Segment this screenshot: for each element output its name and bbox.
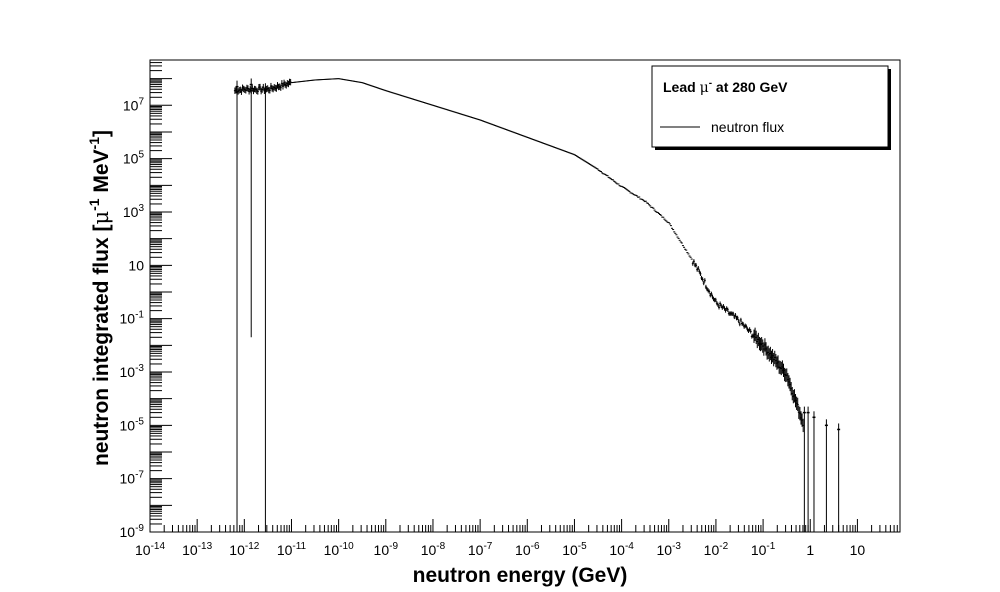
x-axis-ticks (149, 519, 901, 532)
plot-frame (149, 59, 901, 533)
neutron-flux-series (233, 78, 841, 532)
x-tick-label: 10-4 (609, 541, 634, 558)
y-tick-label: 10-1 (120, 310, 145, 327)
y-axis-ticks (150, 59, 172, 533)
y-axis-tick-labels: 10-9 10-7 10-5 10-3 10-1 10 103 105 107 (120, 96, 145, 540)
x-tick-label: 10-9 (374, 541, 399, 558)
x-tick-label: 10 (850, 542, 866, 558)
x-tick-label: 10-3 (657, 541, 682, 558)
legend-entry-neutron-flux: neutron flux (711, 119, 784, 135)
x-tick-label: 10-10 (324, 541, 354, 558)
legend-box (651, 65, 889, 148)
x-tick-label: 1 (806, 542, 814, 558)
y-tick-label: 10-9 (120, 523, 145, 540)
y-axis-title: neutron integrated flux [μ-1 MeV-1] (86, 130, 113, 466)
x-tick-label: 10-11 (277, 541, 307, 558)
legend-title: Lead μ- at 280 GeV (663, 78, 788, 96)
y-tick-label: 107 (123, 96, 145, 113)
y-tick-label: 105 (123, 150, 145, 167)
legend: Lead μ- at 280 GeV neutron flux (651, 65, 891, 150)
x-tick-label: 10-14 (135, 541, 165, 558)
x-tick-label: 10-12 (229, 541, 259, 558)
y-tick-label: 10-3 (120, 363, 145, 380)
y-tick-label: 10 (128, 257, 144, 273)
x-axis-title: neutron energy (GeV) (413, 564, 628, 587)
x-tick-label: 10-2 (704, 541, 729, 558)
x-tick-label: 10-13 (182, 541, 212, 558)
y-tick-label: 103 (123, 203, 145, 220)
x-tick-label: 10-6 (515, 541, 540, 558)
y-tick-label: 10-5 (120, 416, 145, 433)
legend-shadow-right (888, 69, 891, 150)
x-tick-label: 10-5 (562, 541, 587, 558)
x-tick-label: 10-8 (421, 541, 446, 558)
legend-shadow-bottom (655, 147, 891, 150)
x-tick-label: 10-7 (468, 541, 493, 558)
x-tick-label: 10-1 (751, 541, 776, 558)
x-axis-tick-labels: 10-14 10-13 10-12 10-11 10-10 10-9 10-8 10-7 10-… (135, 541, 865, 558)
y-tick-label: 10-7 (120, 470, 145, 487)
